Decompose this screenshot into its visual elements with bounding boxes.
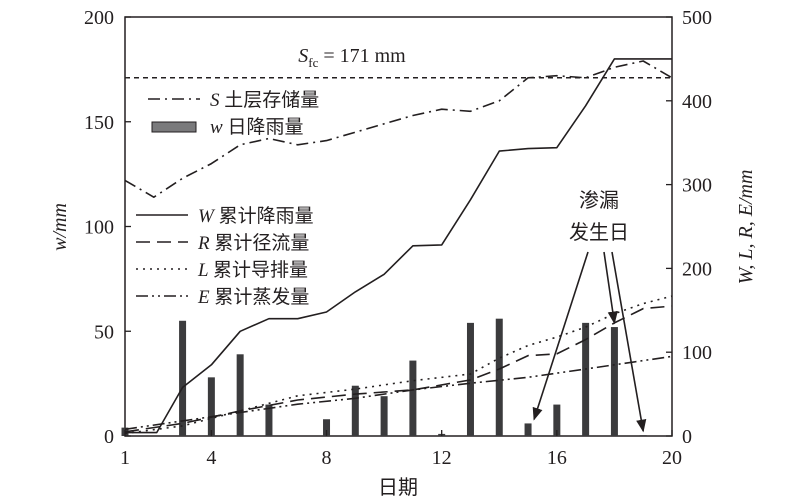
x-tick-label-1: 1: [120, 447, 130, 469]
rain-bar-day-14: [495, 318, 503, 436]
y-left-tick-label-50: 50: [94, 321, 114, 343]
lines-layer: [124, 58, 673, 435]
x-tick-label-20: 20: [662, 447, 682, 469]
rain-bar-day-8: [323, 419, 331, 436]
y-axis-left-title: w/mm: [49, 203, 71, 251]
legend-entry-W: W 累计降雨量: [136, 205, 314, 227]
legend-label-W: W 累计降雨量: [198, 205, 314, 227]
legend-middle: W 累计降雨量 R 累计径流量 L 累计导排量 E 累计蒸发量: [136, 205, 314, 308]
rain-bar-day-11: [409, 360, 417, 436]
reference-line-label: Sfc = 171 mm: [298, 45, 406, 70]
rain-bar-day-15: [524, 423, 532, 436]
legend-entry-S: S 土层存储量: [148, 89, 319, 111]
annotation-line2: 发生日: [569, 220, 629, 244]
legend-swatch-w: [151, 121, 197, 133]
y-left-tick-label-100: 100: [84, 217, 114, 239]
y-right-tick-label-500: 500: [682, 7, 712, 29]
rain-bar-day-6: [265, 404, 273, 436]
legend-entry-E: E 累计蒸发量: [136, 286, 309, 308]
x-tick-label-8: 8: [322, 447, 332, 469]
y-right-tick-label-200: 200: [682, 258, 712, 280]
series-line-S: [124, 60, 673, 198]
rain-bar-day-16: [553, 404, 561, 436]
legend-entry-R: R 累计径流量: [136, 232, 309, 254]
annotation-arrow-day-18: [603, 251, 618, 325]
series-line-E: [124, 355, 673, 431]
y-left-tick-label-200: 200: [84, 7, 114, 29]
legend-entry-L: L 累计导排量: [136, 259, 308, 281]
series-line-L: [124, 295, 673, 435]
rain-bar-day-9: [351, 385, 359, 436]
rain-bar-day-5: [236, 354, 244, 436]
y-right-tick-label-400: 400: [682, 91, 712, 113]
annotation-arrow-day-19: [611, 251, 647, 433]
rain-bar-day-10: [380, 396, 388, 436]
y-axis-right-title: W, L, R, E/mm: [735, 170, 757, 285]
legend-top: S 土层存储量 w 日降雨量: [148, 89, 319, 138]
rain-bar-day-18: [610, 327, 618, 436]
x-tick-label-4: 4: [206, 447, 216, 469]
x-tick-label-12: 12: [432, 447, 452, 469]
rain-bar-day-17: [582, 322, 590, 436]
y-left-tick-label-0: 0: [104, 426, 114, 448]
y-right-tick-label-300: 300: [682, 175, 712, 197]
legend-entry-w: w 日降雨量: [151, 116, 303, 138]
rain-bar-day-19: [639, 435, 647, 436]
y-right-tick-label-100: 100: [682, 342, 712, 364]
y-right-tick-label-0: 0: [682, 426, 692, 448]
legend-label-R: R 累计径流量: [197, 232, 309, 254]
x-axis-title: 日期: [378, 477, 418, 499]
legend-label-L: L 累计导排量: [197, 259, 308, 281]
annotation-arrow-day-15: [532, 251, 589, 421]
rain-bar-day-3: [179, 320, 187, 436]
bars-layer: [121, 318, 647, 436]
annotation-line1: 渗漏: [579, 188, 619, 212]
legend-label-w: w 日降雨量: [210, 116, 303, 138]
legend-label-S: S 土层存储量: [210, 89, 319, 111]
x-tick-label-16: 16: [547, 447, 567, 469]
annotation-arrows: [532, 251, 647, 433]
legend-label-E: E 累计蒸发量: [197, 286, 309, 308]
series-line-W: [125, 58, 672, 434]
rain-bar-day-4: [207, 377, 215, 436]
y-left-tick-label-150: 150: [84, 112, 114, 134]
